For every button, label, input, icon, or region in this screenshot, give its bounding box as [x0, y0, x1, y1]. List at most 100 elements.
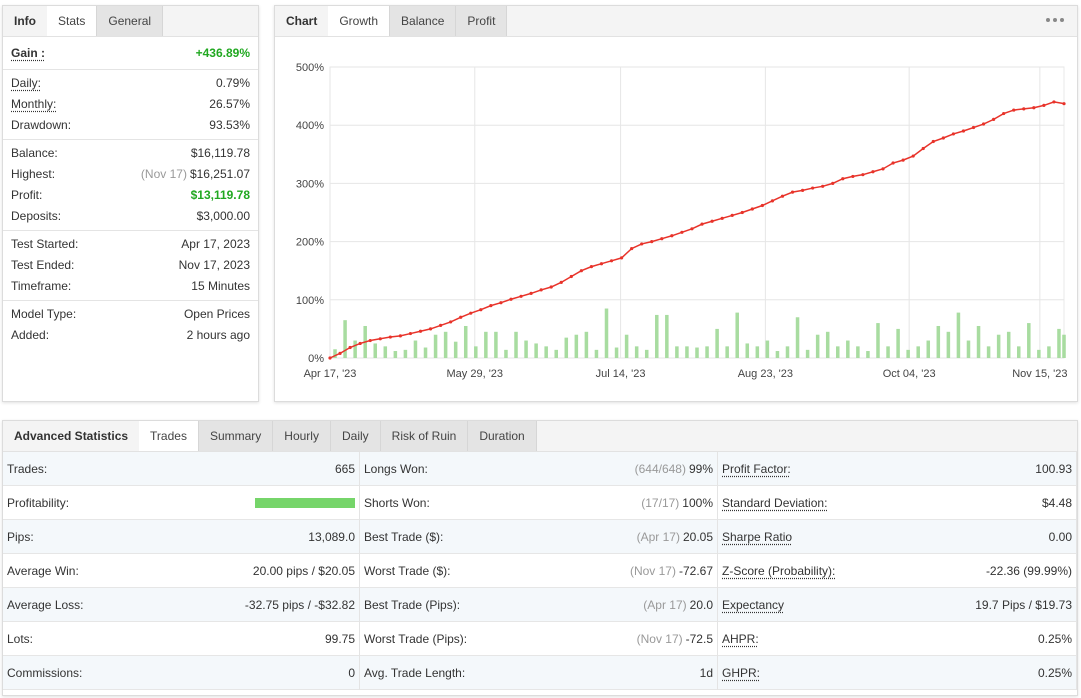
tab[interactable]: Risk of Ruin [380, 421, 469, 451]
stat-row: Gain : +436.89% [3, 40, 258, 66]
stat-value: $3,000.00 [197, 206, 250, 227]
stat-value: 0.79% [216, 73, 250, 94]
volume-bar [856, 346, 860, 358]
growth-point [750, 207, 754, 211]
stat-number: 20.00 pips / $20.05 [252, 563, 355, 578]
stat-row: Z-Score (Probability): -22.36 (99.99%) [718, 554, 1076, 588]
growth-point [981, 122, 986, 126]
growth-point [931, 139, 935, 144]
stat-row: Monthly: 26.57% [3, 94, 258, 115]
volume-bar [755, 346, 760, 358]
growth-point [992, 117, 996, 121]
tab[interactable]: Trades [139, 421, 199, 451]
stat-value: 2 hours ago [187, 325, 250, 346]
tab[interactable]: Daily [330, 421, 381, 451]
tab[interactable]: Hourly [273, 421, 331, 451]
volume-bar [413, 340, 418, 358]
stat-number: 0.00 [1048, 529, 1072, 544]
stat-group: Balance: $16,119.78 Highest: (Nov 17) $16,25… [3, 140, 258, 231]
advanced-table: Trades: 665 Profitability: Pips: 13,089.0 Ave… [3, 452, 1077, 690]
stat-label: Test Started: [11, 237, 79, 251]
stat-label: Longs Won: [364, 461, 428, 476]
stat-number: $13,119.78 [190, 188, 250, 202]
growth-point [609, 259, 614, 263]
volume-bar [574, 334, 579, 358]
menu-icon[interactable] [1045, 15, 1065, 25]
volume-bar [1037, 349, 1041, 358]
tab[interactable]: Duration [468, 421, 537, 451]
stat-label: Worst Trade ($): [364, 563, 451, 578]
stat-row: Sharpe Ratio 0.00 [718, 520, 1076, 554]
volume-bar [866, 351, 870, 358]
stat-value: -22.36 (99.99%) [986, 564, 1072, 578]
volume-bar [433, 334, 438, 358]
stat-label: Highest: [11, 167, 56, 181]
tab[interactable]: Profit [456, 6, 508, 36]
stat-label: Lots: [7, 631, 34, 646]
stat-number: 665 [334, 461, 355, 476]
tab[interactable]: Stats [47, 6, 98, 36]
growth-point [358, 341, 362, 346]
tab[interactable]: Balance [390, 6, 457, 36]
volume-bar [343, 320, 347, 358]
volume-bar [685, 346, 689, 358]
stat-value: (Apr 17) 20.05 [637, 530, 713, 544]
stat-label: Best Trade (Pips): [364, 597, 461, 612]
growth-point [418, 329, 423, 333]
stat-row: Average Win: 20.00 pips / $20.05 [3, 554, 359, 588]
stat-value: (17/17) 100% [641, 496, 713, 510]
stat-number: $4.48 [1041, 495, 1072, 510]
stat-value: Nov 17, 2023 [179, 255, 250, 276]
growth-point [1052, 100, 1056, 104]
growth-point [589, 265, 594, 269]
volume-bar [775, 351, 780, 358]
panel-title: Info [3, 6, 47, 36]
stat-label: Daily: [11, 76, 42, 90]
tab[interactable]: Summary [198, 421, 274, 451]
stat-value: $4.48 [1042, 496, 1072, 510]
growth-point [348, 345, 352, 350]
tab[interactable]: General [97, 6, 164, 36]
volume-bar [1062, 334, 1066, 358]
volume-bar [644, 349, 649, 358]
growth-point [559, 280, 563, 284]
tab[interactable]: Growth [328, 6, 391, 36]
volume-bar [675, 346, 679, 358]
plot-area [329, 66, 1065, 359]
volume-bar [665, 314, 669, 358]
growth-point [831, 181, 835, 185]
tab-bar: Info Stats General [3, 6, 258, 37]
stat-number: -32.75 pips / -$32.82 [244, 597, 355, 612]
growth-point [1022, 107, 1026, 111]
stat-value: Apr 17, 2023 [181, 234, 250, 255]
stat-label: Monthly: [11, 97, 57, 111]
stat-label: Test Ended: [11, 258, 75, 272]
stat-number: $16,251.07 [189, 167, 250, 181]
stat-value: $13,119.78 [191, 185, 250, 206]
stat-label: Timeframe: [11, 279, 72, 293]
stat-row: Profit Factor: 100.93 [718, 452, 1076, 486]
stat-value: 20.00 pips / $20.05 [253, 564, 355, 578]
tab-bar: Advanced Statistics Trades Summary Hourly Da… [3, 421, 1077, 452]
volume-bar [976, 325, 981, 358]
volume-bar [795, 317, 800, 358]
x-tick-label: Oct 04, '23 [883, 368, 936, 380]
stat-row: Deposits: $3,000.00 [3, 206, 258, 227]
volume-bar [634, 346, 639, 358]
growth-point [700, 222, 704, 226]
growth-point [971, 125, 976, 130]
growth-point [670, 234, 674, 238]
volume-bar [453, 341, 458, 358]
volume-bar [514, 331, 518, 358]
stat-number: 19.7 Pips / $19.73 [975, 597, 1072, 612]
growth-point [338, 351, 342, 355]
stat-number: 1d [699, 665, 713, 680]
stat-number: 13,089.0 [308, 529, 355, 544]
x-tick-label: Aug 23, '23 [738, 368, 793, 380]
growth-point [680, 230, 684, 234]
stat-number: 0.25% [1037, 631, 1072, 646]
stat-label: AHPR: [722, 631, 759, 646]
volume-bar [584, 331, 589, 358]
volume-bar [614, 347, 619, 358]
